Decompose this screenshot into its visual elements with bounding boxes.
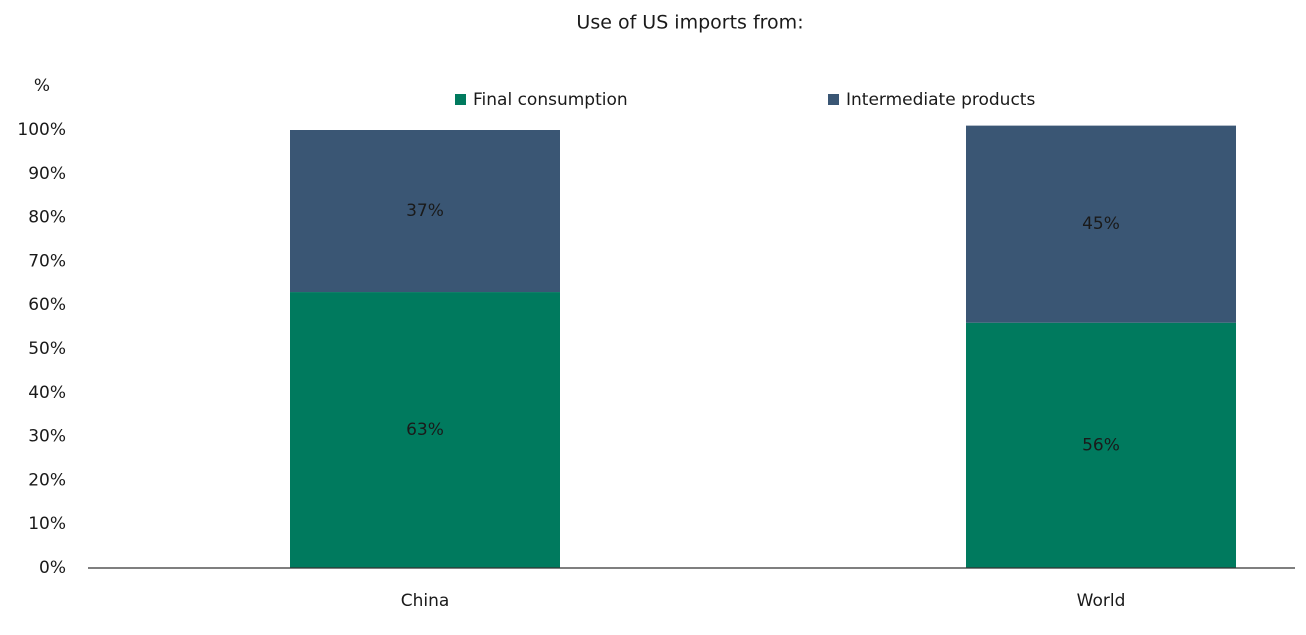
bar-segment (966, 125, 1236, 323)
y-axis-label: % (34, 76, 50, 96)
y-tick-label: 90% (28, 164, 66, 184)
data-label: 45% (1082, 214, 1120, 234)
y-tick-label: 10% (28, 514, 66, 534)
bar-segment (290, 292, 560, 568)
x-tick-label: China (401, 591, 450, 611)
y-tick-label: 0% (39, 558, 66, 578)
y-tick-label: 70% (28, 251, 66, 271)
y-tick-label: 40% (28, 383, 66, 403)
chart-title: Use of US imports from: (576, 12, 803, 34)
legend-swatch (828, 94, 839, 105)
y-tick-label: 60% (28, 295, 66, 315)
legend-label: Intermediate products (846, 90, 1035, 110)
y-tick-label: 50% (28, 339, 66, 359)
data-label: 63% (406, 420, 444, 440)
y-tick-label: 100% (17, 120, 66, 140)
data-label: 56% (1082, 435, 1120, 455)
x-tick-label: World (1077, 591, 1126, 611)
bar-segment (290, 130, 560, 293)
y-tick-label: 20% (28, 470, 66, 490)
data-label: 37% (406, 201, 444, 221)
legend-swatch (455, 94, 466, 105)
y-tick-label: 30% (28, 427, 66, 447)
legend-label: Final consumption (473, 90, 628, 110)
bar-segment (966, 322, 1236, 568)
y-tick-label: 80% (28, 208, 66, 228)
